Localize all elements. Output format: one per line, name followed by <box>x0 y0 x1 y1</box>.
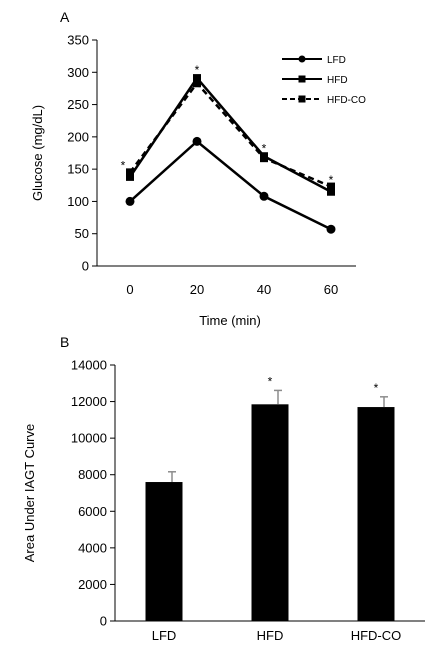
glucose-line-chart: A 0 50 100 150 200 250 300 350 0 20 40 60 Time (mi… <box>30 9 366 328</box>
series-lfd <box>125 136 336 234</box>
y-tick-label: 150 <box>67 162 89 177</box>
chart-b-x-ticks: LFD HFD HFD-CO <box>152 628 402 643</box>
data-point <box>126 172 134 181</box>
data-point <box>192 136 202 146</box>
chart-a-x-axis-label: Time (min) <box>199 313 261 328</box>
chart-a-axes <box>96 40 356 267</box>
chart-a-y-ticks: 0 50 100 150 200 250 300 350 <box>67 33 97 274</box>
x-tick-label: HFD-CO <box>351 628 402 643</box>
chart-a-y-axis-label: Glucose (mg/dL) <box>30 105 45 201</box>
legend-entry-hfd: HFD <box>282 75 348 86</box>
chart-b-annotations: * * <box>268 374 379 394</box>
y-tick-label: 4000 <box>78 540 107 555</box>
data-point <box>327 182 335 191</box>
data-point <box>193 79 201 88</box>
legend-entry-hfd-co: HFD-CO <box>282 95 366 106</box>
x-tick-label: 20 <box>190 282 204 297</box>
y-tick-label: 14000 <box>71 358 107 373</box>
y-tick-label: 0 <box>82 259 89 274</box>
chart-b-y-ticks: 0 2000 4000 6000 8000 10000 12000 14000 <box>71 358 115 629</box>
legend-marker <box>298 95 306 103</box>
data-point <box>259 191 269 201</box>
auc-bar-chart: B 0 2000 4000 6000 8000 10000 12000 14000 LFD HF… <box>22 334 425 643</box>
legend-label: HFD <box>327 75 348 86</box>
series-line <box>128 76 332 193</box>
y-tick-label: 50 <box>75 226 89 241</box>
x-tick-label: 0 <box>126 282 133 297</box>
y-tick-label: 12000 <box>71 394 107 409</box>
y-tick-label: 250 <box>67 97 89 112</box>
data-point <box>326 224 336 234</box>
x-tick-label: 40 <box>257 282 271 297</box>
chart-a-annotations: * * * * <box>121 63 334 187</box>
legend-entry-lfd: LFD <box>282 55 346 66</box>
significance-marker: * <box>268 374 273 388</box>
series-hfd-co <box>126 79 335 191</box>
y-tick-label: 100 <box>67 194 89 209</box>
significance-marker: * <box>195 63 200 77</box>
significance-marker: * <box>262 141 267 155</box>
x-tick-label: HFD <box>257 628 284 643</box>
chart-a-legend: LFD HFD HFD-CO <box>282 55 366 106</box>
significance-marker: * <box>121 159 126 173</box>
bar-lfd <box>145 471 183 621</box>
panel-a-label: A <box>60 9 70 25</box>
legend-label: HFD-CO <box>327 95 366 106</box>
bar-rect <box>251 404 289 621</box>
chart-a-x-ticks: 0 20 40 60 <box>126 282 338 297</box>
bar-rect <box>145 482 183 621</box>
bar-hfd-co <box>357 396 395 621</box>
significance-marker: * <box>329 173 334 187</box>
data-point <box>260 154 268 163</box>
chart-a-series <box>125 74 336 234</box>
y-tick-label: 6000 <box>78 504 107 519</box>
x-tick-label: 60 <box>324 282 338 297</box>
y-tick-label: 8000 <box>78 467 107 482</box>
bar-hfd <box>251 389 289 621</box>
legend-marker <box>298 55 306 63</box>
y-tick-label: 350 <box>67 33 89 48</box>
y-tick-label: 10000 <box>71 431 107 446</box>
legend-marker <box>298 75 306 83</box>
y-tick-label: 200 <box>67 129 89 144</box>
data-point <box>125 196 135 206</box>
y-tick-label: 300 <box>67 65 89 80</box>
series-line <box>129 81 332 188</box>
y-tick-label: 0 <box>100 614 107 629</box>
panel-b-label: B <box>60 334 69 350</box>
data-point <box>327 187 335 196</box>
y-tick-label: 2000 <box>78 577 107 592</box>
data-point <box>193 74 201 83</box>
chart-b-y-axis-label: Area Under IAGT Curve <box>22 424 37 562</box>
significance-marker: * <box>374 381 379 395</box>
legend-label: LFD <box>327 55 346 66</box>
series-line <box>129 139 332 231</box>
x-tick-label: LFD <box>152 628 177 643</box>
bar-rect <box>357 407 395 621</box>
data-point <box>126 168 134 177</box>
chart-b-bars <box>145 389 395 621</box>
